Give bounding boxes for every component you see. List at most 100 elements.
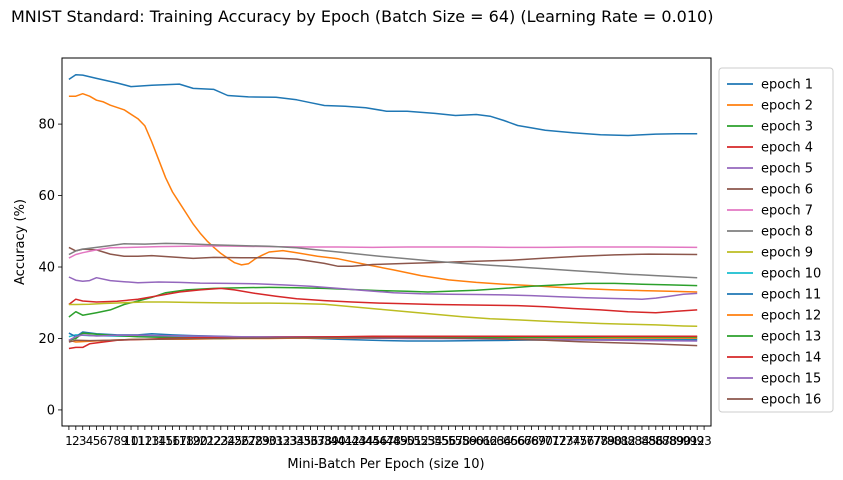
x-tick-label: 51 bbox=[406, 434, 421, 448]
x-axis-ticks: 1 2 3 4 5 6 7 8 91011121314151617181920212223242… bbox=[65, 426, 712, 448]
plot-frame bbox=[61, 57, 712, 427]
series-line-epoch-1 bbox=[68, 74, 698, 137]
x-tick-label: 5 bbox=[93, 434, 101, 448]
x-tick-label: 78 bbox=[593, 434, 608, 448]
legend-label: epoch 3 bbox=[761, 120, 813, 135]
legend-label: epoch 5 bbox=[761, 162, 813, 177]
legend-box bbox=[718, 67, 834, 413]
x-tick-label: 22 bbox=[206, 434, 221, 448]
legend-label: epoch 12 bbox=[761, 309, 821, 324]
x-tick-label: 27 bbox=[241, 434, 256, 448]
x-tick-label: 89 bbox=[669, 434, 684, 448]
x-tick-label: 66 bbox=[510, 434, 525, 448]
x-tick-label: 36 bbox=[303, 434, 318, 448]
legend-label: epoch 16 bbox=[761, 393, 821, 408]
x-tick-label: 18 bbox=[179, 434, 194, 448]
x-tick-label: 85 bbox=[641, 434, 656, 448]
series-line-epoch-6 bbox=[68, 246, 698, 268]
y-tick-label: 0 bbox=[47, 403, 55, 418]
x-tick-label: 53 bbox=[420, 434, 435, 448]
x-tick-label: 23 bbox=[213, 434, 228, 448]
x-tick-label: 19 bbox=[186, 434, 201, 448]
plot-lines bbox=[68, 74, 698, 350]
x-tick-label: 6 bbox=[100, 434, 108, 448]
x-tick-label: 39 bbox=[324, 434, 339, 448]
x-tick-label: 14 bbox=[151, 434, 166, 448]
series-line-epoch-8 bbox=[68, 242, 698, 279]
x-tick-label: 7 bbox=[107, 434, 115, 448]
x-tick-label: 24 bbox=[220, 434, 235, 448]
x-tick-label: 35 bbox=[296, 434, 311, 448]
legend-label: epoch 15 bbox=[761, 372, 821, 387]
series-line-epoch-4 bbox=[68, 287, 698, 314]
x-tick-label: 34 bbox=[289, 434, 304, 448]
x-tick-label: 29 bbox=[255, 434, 270, 448]
x-tick-label: 76 bbox=[579, 434, 594, 448]
x-tick-label: 44 bbox=[358, 434, 373, 448]
x-tick-label: 48 bbox=[386, 434, 401, 448]
x-tick-label: 42 bbox=[344, 434, 359, 448]
x-tick-label: 12 bbox=[137, 434, 152, 448]
x-tick-label: 25 bbox=[227, 434, 242, 448]
x-tick-label: 1 bbox=[65, 434, 73, 448]
y-tick-label: 60 bbox=[38, 189, 55, 204]
x-tick-label: 20 bbox=[192, 434, 207, 448]
x-tick-label: 86 bbox=[648, 434, 663, 448]
legend-label: epoch 7 bbox=[761, 204, 813, 219]
legend-label: epoch 13 bbox=[761, 330, 821, 345]
x-tick-label: 32 bbox=[275, 434, 290, 448]
x-tick-label: 37 bbox=[310, 434, 325, 448]
legend-label: epoch 9 bbox=[761, 246, 813, 261]
x-tick-label: 2 bbox=[72, 434, 80, 448]
x-tick-label: 54 bbox=[427, 434, 442, 448]
x-tick-label: 84 bbox=[634, 434, 649, 448]
legend-label: epoch 10 bbox=[761, 267, 821, 282]
x-tick-label: 68 bbox=[524, 434, 539, 448]
x-tick-label: 13 bbox=[144, 434, 159, 448]
legend-label: epoch 2 bbox=[761, 99, 813, 114]
x-tick-label: 50 bbox=[400, 434, 415, 448]
y-tick-label: 80 bbox=[38, 118, 55, 133]
y-axis-label: Accuracy (%) bbox=[13, 199, 28, 285]
x-tick-label: 17 bbox=[172, 434, 187, 448]
y-tick-label: 20 bbox=[38, 332, 55, 347]
x-tick-label: 61 bbox=[476, 434, 491, 448]
x-tick-label: 69 bbox=[531, 434, 546, 448]
series-line-epoch-2 bbox=[68, 92, 698, 293]
legend-label: epoch 11 bbox=[761, 288, 821, 303]
legend-label: epoch 6 bbox=[761, 183, 813, 198]
x-tick-label: 49 bbox=[393, 434, 408, 448]
series-line-epoch-7 bbox=[68, 245, 698, 259]
x-tick-label: 75 bbox=[572, 434, 587, 448]
series-line-epoch-3 bbox=[68, 282, 698, 318]
legend-label: epoch 14 bbox=[761, 351, 821, 366]
x-tick-label: 9 bbox=[120, 434, 128, 448]
series-line-epoch-16 bbox=[68, 337, 698, 347]
x-tick-label: 45 bbox=[365, 434, 380, 448]
x-tick-label: 83 bbox=[627, 434, 642, 448]
x-tick-label: 70 bbox=[538, 434, 553, 448]
x-tick-label: 77 bbox=[586, 434, 601, 448]
x-tick-label: 93 bbox=[696, 434, 711, 448]
x-tick-label: 88 bbox=[662, 434, 677, 448]
x-tick-label: 71 bbox=[545, 434, 560, 448]
x-tick-label: 67 bbox=[517, 434, 532, 448]
x-tick-label: 56 bbox=[441, 434, 456, 448]
x-tick-label: 52 bbox=[413, 434, 428, 448]
x-tick-label: 90 bbox=[676, 434, 691, 448]
x-tick-label: 80 bbox=[607, 434, 622, 448]
legend-label: epoch 1 bbox=[761, 78, 813, 93]
x-tick-label: 74 bbox=[565, 434, 580, 448]
x-tick-label: 21 bbox=[199, 434, 214, 448]
x-tick-label: 58 bbox=[455, 434, 470, 448]
x-tick-label: 41 bbox=[337, 434, 352, 448]
x-tick-label: 92 bbox=[690, 434, 705, 448]
x-tick-label: 47 bbox=[379, 434, 394, 448]
x-tick-label: 64 bbox=[496, 434, 511, 448]
x-tick-label: 16 bbox=[165, 434, 180, 448]
legend-label: epoch 8 bbox=[761, 225, 813, 240]
x-tick-label: 38 bbox=[317, 434, 332, 448]
x-tick-label: 82 bbox=[621, 434, 636, 448]
x-tick-label: 60 bbox=[469, 434, 484, 448]
